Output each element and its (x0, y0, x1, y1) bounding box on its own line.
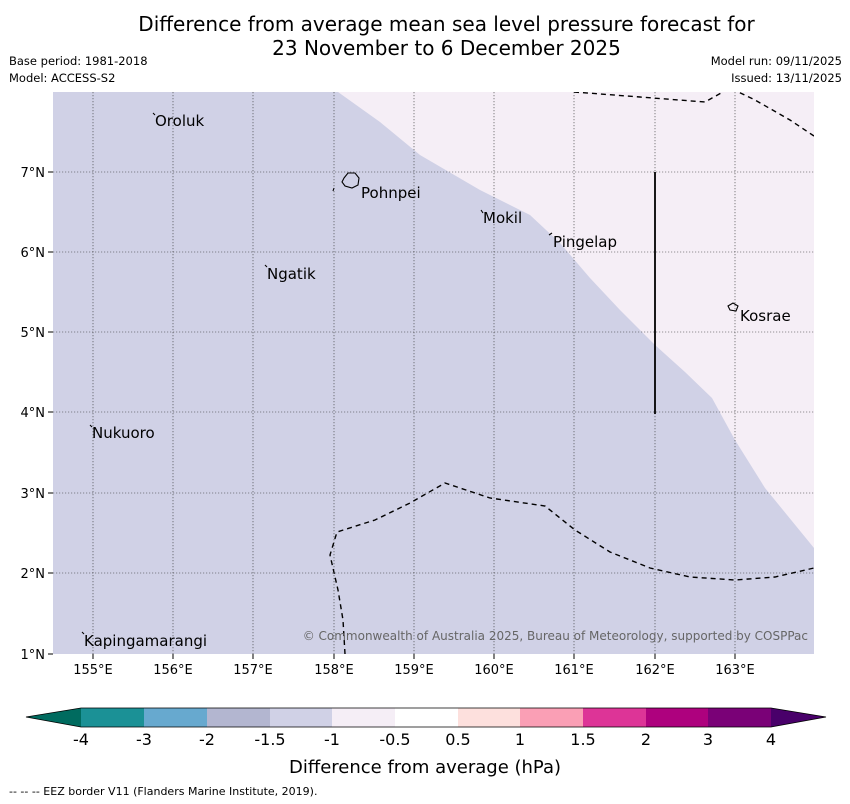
colorbar-segment (395, 708, 458, 727)
place-label-ngatik: Ngatik (267, 265, 316, 283)
colorbar-tick: -4 (73, 730, 89, 749)
lat-label: 4°N (21, 406, 46, 421)
coastlines (81, 112, 739, 635)
lon-label: 158°E (314, 663, 354, 678)
colorbar (25, 707, 827, 728)
colorbar-extend-high (771, 708, 826, 727)
colorbar-tick: -1.5 (254, 730, 285, 749)
pohnpei-island (341, 172, 360, 189)
place-label-kosrae: Kosrae (740, 307, 791, 325)
title-line-2: 23 November to 6 December 2025 (272, 36, 621, 60)
colorbar-tick: 1.5 (570, 730, 595, 749)
place-label-oroluk: Oroluk (155, 112, 204, 130)
base-period: Base period: 1981-2018 (9, 54, 148, 68)
lon-label: 161°E (554, 663, 594, 678)
lon-label: 160°E (474, 663, 514, 678)
title-line-1: Difference from average mean sea level p… (138, 12, 755, 36)
colorbar-tick: 4 (766, 730, 776, 749)
lat-label: 5°N (21, 326, 46, 341)
colorbar-segment (270, 708, 332, 727)
model-name: Model: ACCESS-S2 (9, 71, 116, 85)
colorbar-segment (207, 708, 270, 727)
colorbar-extend-low (26, 708, 81, 727)
colorbar-tick: 2 (641, 730, 651, 749)
eez-footnote: -- -- -- EEZ border V11 (Flanders Marine… (9, 785, 318, 798)
colorbar-segment (646, 708, 708, 727)
meta-right: Model run: 09/11/2025 Issued: 13/11/2025 (711, 53, 842, 87)
colorbar-tick: 3 (703, 730, 713, 749)
colorbar-label: Difference from average (hPa) (289, 757, 561, 778)
place-label-mokil: Mokil (483, 209, 522, 227)
colorbar-tick: -0.5 (379, 730, 410, 749)
lon-label: 159°E (394, 663, 434, 678)
colorbar-outline (25, 707, 827, 728)
graticule (53, 92, 814, 654)
lon-label: 156°E (153, 663, 193, 678)
lon-label: 163°E (715, 663, 755, 678)
longitude-labels: 155°E 156°E 157°E 158°E 159°E 160°E 161°… (73, 663, 755, 678)
colorbar-segment (81, 708, 144, 727)
lat-label: 7°N (21, 166, 46, 181)
colorbar-segment (520, 708, 583, 727)
map-area: Oroluk Pohnpei Mokil Pingelap Ngatik Kos… (53, 92, 814, 654)
lat-label: 2°N (21, 567, 46, 582)
place-label-pingelap: Pingelap (553, 233, 617, 251)
lon-label: 157°E (233, 663, 273, 678)
map-title: Difference from average mean sea level p… (0, 12, 850, 60)
axis-ticks (48, 171, 736, 659)
eez-borders (329, 92, 814, 654)
place-labels: Oroluk Pohnpei Mokil Pingelap Ngatik Kos… (84, 112, 791, 650)
issued-date: Issued: 13/11/2025 (731, 71, 842, 85)
meta-left: Base period: 1981-2018 Model: ACCESS-S2 (9, 53, 148, 87)
lon-label: 155°E (73, 663, 113, 678)
model-run: Model run: 09/11/2025 (710, 54, 842, 68)
lon-label: 162°E (635, 663, 675, 678)
place-label-kapingamarangi: Kapingamarangi (84, 632, 207, 650)
lat-label: 3°N (21, 487, 46, 502)
colorbar-tick: -1 (324, 730, 340, 749)
colorbar-tick: 0.5 (445, 730, 470, 749)
colorbar-segment (144, 708, 207, 727)
colorbar-tick-labels: -4 -3 -2 -1.5 -1 -0.5 0.5 1 1.5 2 3 4 (73, 730, 776, 749)
colorbar-tick: -3 (136, 730, 152, 749)
shade-minus-0-5 (338, 92, 814, 548)
kosrae-island (727, 302, 739, 312)
place-label-nukuoro: Nukuoro (92, 424, 155, 442)
colorbar-segment (332, 708, 395, 727)
lat-label: 1°N (21, 648, 46, 663)
colorbar-segment (708, 708, 771, 727)
place-label-pohnpei: Pohnpei (361, 184, 421, 202)
colorbar-segment (458, 708, 520, 727)
latitude-labels: 7°N 6°N 5°N 4°N 3°N 2°N 1°N (21, 166, 46, 663)
colorbar-tick: 1 (515, 730, 525, 749)
colorbar-segment (583, 708, 646, 727)
colorbar-tick: -2 (199, 730, 215, 749)
copyright-notice: © Commonwealth of Australia 2025, Bureau… (303, 629, 808, 643)
lat-label: 6°N (21, 246, 46, 261)
